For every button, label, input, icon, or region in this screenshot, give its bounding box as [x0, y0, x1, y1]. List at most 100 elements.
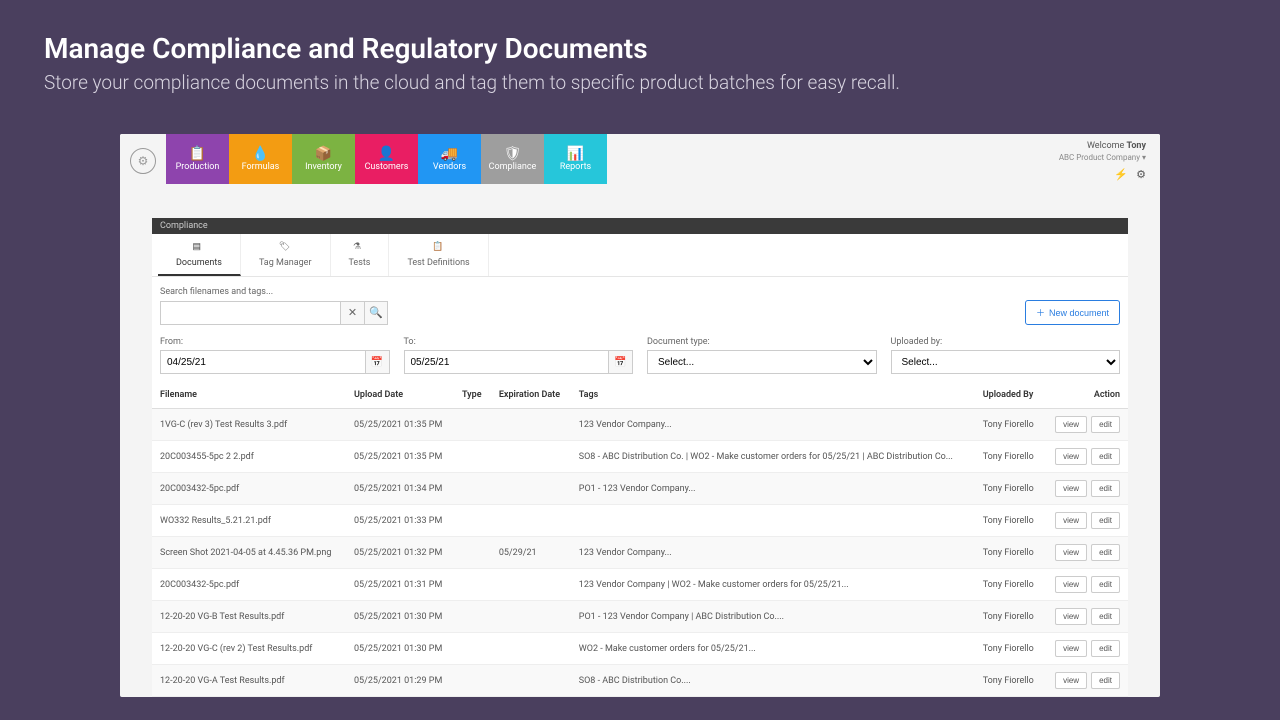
cell-filename: Screen Shot 2021-04-05 at 4.45.36 PM.png: [152, 537, 346, 569]
col-expiration-date: Expiration Date: [491, 382, 571, 409]
filter-to: To: 📅: [404, 337, 634, 374]
table-row: 12-20-20 VG-C (rev 2) Test Results.pdf05…: [152, 633, 1128, 665]
view-button[interactable]: view: [1055, 448, 1087, 465]
welcome-prefix: Welcome: [1087, 141, 1127, 151]
sub-tab-test-definitions[interactable]: 📋Test Definitions: [389, 234, 488, 276]
nav-tabs: 📋Production💧Formulas📦Inventory👤Customers…: [166, 134, 607, 184]
edit-button[interactable]: edit: [1091, 480, 1120, 497]
nav-tab-customers[interactable]: 👤Customers: [355, 134, 418, 184]
nav-tab-vendors[interactable]: 🚚Vendors: [418, 134, 481, 184]
to-label: To:: [404, 337, 634, 347]
cell-type: [454, 441, 491, 473]
cell-type: [454, 569, 491, 601]
edit-button[interactable]: edit: [1091, 608, 1120, 625]
cell-upload-date: 05/25/2021 01:30 PM: [346, 633, 454, 665]
view-button[interactable]: view: [1055, 544, 1087, 561]
cell-filename: 12-20-20 VG-A Test Results.pdf: [152, 665, 346, 697]
from-date-input[interactable]: [160, 350, 366, 374]
col-type: Type: [454, 382, 491, 409]
cell-filename: 12-20-20 VG-B Test Results.pdf: [152, 601, 346, 633]
table-row: 1VG-C (rev 3) Test Results 3.pdf05/25/20…: [152, 409, 1128, 441]
cell-upload-date: 05/25/2021 01:32 PM: [346, 537, 454, 569]
cell-expiration: 05/29/21: [491, 537, 571, 569]
search-input[interactable]: [160, 301, 340, 325]
calendar-icon[interactable]: 📅: [366, 350, 390, 374]
col-tags: Tags: [571, 382, 975, 409]
nav-tab-compliance[interactable]: 🛡Compliance: [481, 134, 544, 184]
doc-type-select[interactable]: Select...: [647, 350, 877, 374]
cell-uploaded-by: Tony Fiorello: [975, 537, 1044, 569]
new-document-label: New document: [1049, 308, 1109, 318]
topbar-right: Welcome Tony ABC Product Company ▾ ⚡ ⚙: [1045, 134, 1160, 187]
search-icon[interactable]: 🔍: [364, 301, 388, 325]
cell-upload-date: 05/25/2021 01:35 PM: [346, 409, 454, 441]
sub-tab-documents[interactable]: ▤Documents: [158, 234, 241, 276]
table-row: 12-20-20 VG-B Test Results.pdf05/25/2021…: [152, 601, 1128, 633]
filter-doc-type: Document type: Select...: [647, 337, 877, 374]
nav-tab-formulas[interactable]: 💧Formulas: [229, 134, 292, 184]
sub-tab-tests[interactable]: ⚗Tests: [331, 234, 390, 276]
search-label: Search filenames and tags...: [160, 287, 1120, 297]
uploaded-by-select[interactable]: Select...: [891, 350, 1121, 374]
table-row: 20C003432-5pc.pdf05/25/2021 01:34 PMPO1 …: [152, 473, 1128, 505]
view-button[interactable]: view: [1055, 608, 1087, 625]
cell-tags: 123 Vendor Company | WO2 - Make customer…: [571, 569, 975, 601]
nav-tab-reports[interactable]: 📊Reports: [544, 134, 607, 184]
sub-tabs: ▤Documents🏷Tag Manager⚗Tests📋Test Defini…: [152, 234, 1128, 277]
plug-icon[interactable]: ⚡: [1114, 168, 1128, 181]
cell-filename: WO332 Results_5.21.21.pdf: [152, 505, 346, 537]
cell-filename: 20C003432-5pc.pdf: [152, 473, 346, 505]
company-selector[interactable]: ABC Product Company ▾: [1059, 153, 1146, 162]
cell-tags: PO1 - 123 Vendor Company...: [571, 473, 975, 505]
cell-expiration: [491, 601, 571, 633]
sub-tab-tag-manager[interactable]: 🏷Tag Manager: [241, 234, 331, 276]
cell-type: [454, 537, 491, 569]
edit-button[interactable]: edit: [1091, 640, 1120, 657]
edit-button[interactable]: edit: [1091, 512, 1120, 529]
view-button[interactable]: view: [1055, 480, 1087, 497]
cell-filename: 12-20-20 VG-C (rev 2) Test Results.pdf: [152, 633, 346, 665]
nav-tab-inventory[interactable]: 📦Inventory: [292, 134, 355, 184]
table-row: WO332 Results_5.21.21.pdf05/25/2021 01:3…: [152, 505, 1128, 537]
welcome-text: Welcome Tony: [1059, 140, 1146, 153]
edit-button[interactable]: edit: [1091, 416, 1120, 433]
app-window: ⚙ 📋Production💧Formulas📦Inventory👤Custome…: [120, 134, 1160, 697]
edit-button[interactable]: edit: [1091, 448, 1120, 465]
view-button[interactable]: view: [1055, 576, 1087, 593]
view-button[interactable]: view: [1055, 512, 1087, 529]
cell-upload-date: 05/25/2021 01:30 PM: [346, 601, 454, 633]
nav-tab-production[interactable]: 📋Production: [166, 134, 229, 184]
cell-uploaded-by: Tony Fiorello: [975, 505, 1044, 537]
cell-type: [454, 601, 491, 633]
hero-title: Manage Compliance and Regulatory Documen…: [44, 32, 1236, 65]
cell-uploaded-by: Tony Fiorello: [975, 633, 1044, 665]
gear-icon[interactable]: ⚙: [1136, 168, 1146, 181]
view-button[interactable]: view: [1055, 672, 1087, 689]
view-button[interactable]: view: [1055, 640, 1087, 657]
cell-filename: 1VG-C (rev 3) Test Results 3.pdf: [152, 409, 346, 441]
logo-icon[interactable]: ⚙: [130, 148, 156, 174]
cell-upload-date: 05/25/2021 01:31 PM: [346, 569, 454, 601]
new-document-button[interactable]: ＋ New document: [1025, 300, 1120, 325]
content: Compliance ▤Documents🏷Tag Manager⚗Tests📋…: [152, 218, 1128, 697]
edit-button[interactable]: edit: [1091, 544, 1120, 561]
edit-button[interactable]: edit: [1091, 672, 1120, 689]
cell-filename: 20C003432-5pc.pdf: [152, 569, 346, 601]
cell-tags: 123 Vendor Company...: [571, 409, 975, 441]
cell-tags: WO2 - Make customer orders for 05/25/21.…: [571, 633, 975, 665]
cell-expiration: [491, 569, 571, 601]
search-group: ✕ 🔍: [160, 301, 388, 325]
filter-from: From: 📅: [160, 337, 390, 374]
edit-button[interactable]: edit: [1091, 576, 1120, 593]
hero: Manage Compliance and Regulatory Documen…: [0, 0, 1280, 114]
cell-tags: SO8 - ABC Distribution Co. | WO2 - Make …: [571, 441, 975, 473]
uploaded-by-label: Uploaded by:: [891, 337, 1121, 347]
cell-expiration: [491, 505, 571, 537]
cell-expiration: [491, 409, 571, 441]
table-row: 12-20-20 VG-A Test Results.pdf05/25/2021…: [152, 665, 1128, 697]
documents-table: FilenameUpload DateTypeExpiration DateTa…: [152, 382, 1128, 697]
clear-icon[interactable]: ✕: [340, 301, 364, 325]
calendar-icon[interactable]: 📅: [609, 350, 633, 374]
to-date-input[interactable]: [404, 350, 610, 374]
view-button[interactable]: view: [1055, 416, 1087, 433]
